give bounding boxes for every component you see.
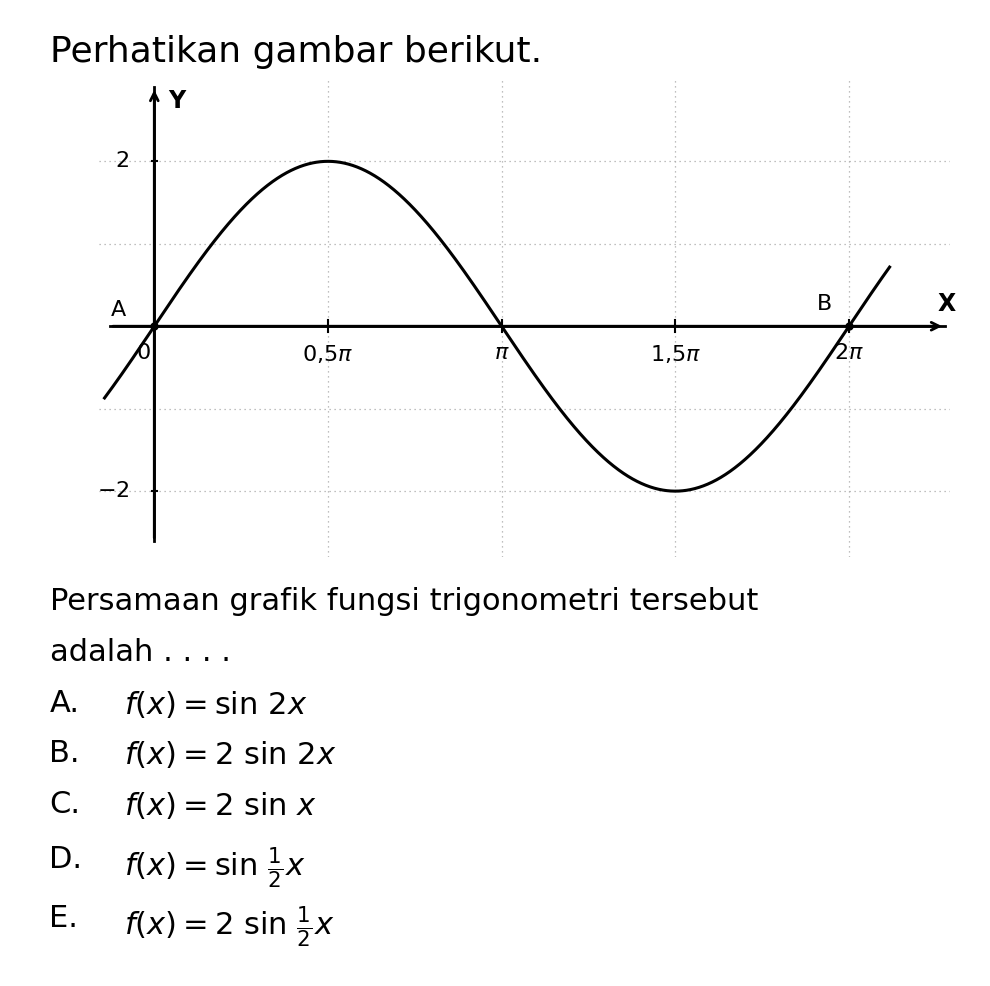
Text: Y: Y — [168, 89, 186, 112]
Text: Perhatikan gambar berikut.: Perhatikan gambar berikut. — [50, 35, 542, 68]
Text: $f(x) = 2\ \mathrm{sin}\ x$: $f(x) = 2\ \mathrm{sin}\ x$ — [124, 790, 317, 820]
Text: 0: 0 — [136, 343, 150, 363]
Text: X: X — [938, 292, 956, 316]
Text: $f(x) = 2\ \mathrm{sin}\ 2x$: $f(x) = 2\ \mathrm{sin}\ 2x$ — [124, 740, 337, 770]
Text: C.: C. — [50, 790, 80, 818]
Text: Persamaan grafik fungsi trigonometri tersebut: Persamaan grafik fungsi trigonometri ter… — [50, 587, 758, 615]
Text: B: B — [817, 294, 833, 314]
Text: $1{,}5\pi$: $1{,}5\pi$ — [649, 343, 701, 365]
Text: A.: A. — [50, 689, 79, 718]
Text: D.: D. — [50, 845, 82, 874]
Text: B.: B. — [50, 740, 80, 768]
Text: 2: 2 — [116, 151, 130, 172]
Text: $-2$: $-2$ — [97, 481, 130, 501]
Text: E.: E. — [50, 904, 78, 933]
Text: $\pi$: $\pi$ — [494, 343, 510, 363]
Text: $0{,}5\pi$: $0{,}5\pi$ — [302, 343, 353, 365]
Text: $f(x) = 2\ \mathrm{sin}\ \frac{1}{2}x$: $f(x) = 2\ \mathrm{sin}\ \frac{1}{2}x$ — [124, 904, 335, 950]
Text: $f(x) = \mathrm{sin}\ \frac{1}{2}x$: $f(x) = \mathrm{sin}\ \frac{1}{2}x$ — [124, 845, 305, 890]
Text: A: A — [111, 300, 127, 319]
Text: adalah . . . .: adalah . . . . — [50, 638, 231, 667]
Text: $2\pi$: $2\pi$ — [835, 343, 864, 363]
Text: $f(x) = \mathrm{sin}\ 2x$: $f(x) = \mathrm{sin}\ 2x$ — [124, 689, 307, 720]
